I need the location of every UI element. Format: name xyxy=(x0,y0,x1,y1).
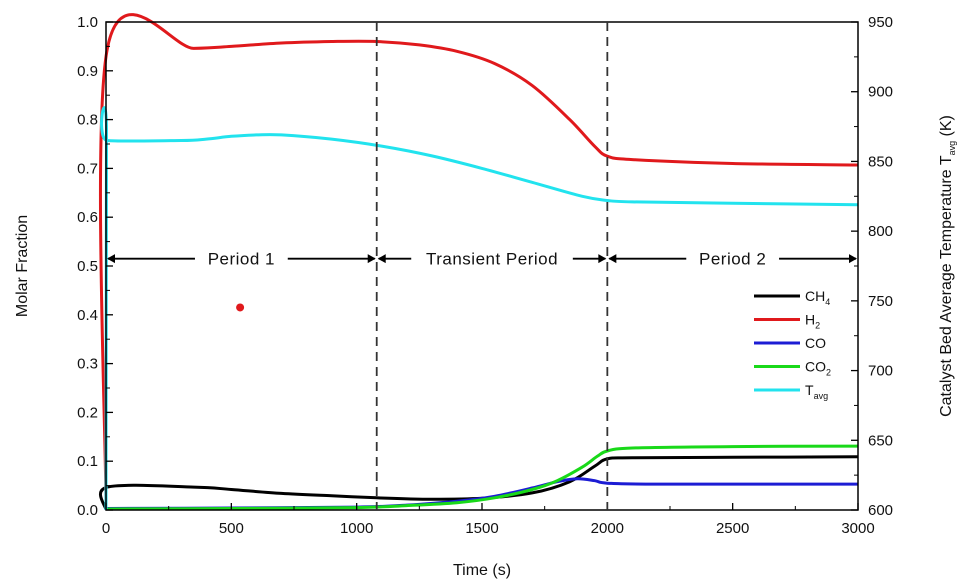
period-arrowhead-right xyxy=(598,254,607,264)
y2-tick-label: 850 xyxy=(868,153,893,170)
y-tick-label: 0.4 xyxy=(77,307,98,324)
series-line-h2 xyxy=(98,13,859,511)
x-tick-label: 1500 xyxy=(465,520,498,537)
y-tick-label: 1.0 xyxy=(77,14,98,31)
x-axis-title: Time (s) xyxy=(453,562,511,579)
series-line-co2 xyxy=(105,444,859,511)
y-tick-label: 0.5 xyxy=(77,258,98,275)
series-line-tavg xyxy=(100,106,859,511)
period-arrowhead-left xyxy=(608,254,617,264)
y-tick-label: 0.6 xyxy=(77,209,98,226)
y-tick-label: 0.7 xyxy=(77,160,98,177)
period-label: Period 1 xyxy=(208,250,275,269)
y2-tick-label: 650 xyxy=(868,432,893,449)
y-axis-title: Molar Fraction xyxy=(14,215,31,317)
legend-label-co: CO xyxy=(805,335,826,351)
period-arrowhead-right xyxy=(849,254,857,264)
y-tick-label: 0.9 xyxy=(77,63,98,80)
legend-label-h2: H2 xyxy=(805,312,820,331)
period-label: Transient Period xyxy=(426,250,558,269)
plot-area: 0 500 1000 1500 2000 2500 3000 0.0 0.1 0.2 0.3 0.4 0… xyxy=(14,13,957,579)
x-tick-label: 1000 xyxy=(340,520,373,537)
x-tick-label: 3000 xyxy=(841,520,874,537)
x-tick-label: 500 xyxy=(219,520,244,537)
legend-label-ch4: CH4 xyxy=(805,288,830,307)
data-marker-dot xyxy=(236,303,245,312)
y2-axis-title: Catalyst Bed Average Temperature Tavg (K… xyxy=(938,115,957,417)
period-arrowhead-right xyxy=(367,254,376,264)
legend-label-co2: CO2 xyxy=(805,359,831,378)
y-tick-label: 0.3 xyxy=(77,356,98,373)
y2-tick-label: 900 xyxy=(868,84,893,101)
y-tick-label: 0.0 xyxy=(77,502,98,519)
x-tick-label: 2000 xyxy=(591,520,624,537)
y-tick-label: 0.1 xyxy=(77,453,98,470)
y2-tick-label: 750 xyxy=(868,293,893,310)
y-tick-label: 0.8 xyxy=(77,112,98,129)
period-arrowhead-left xyxy=(377,254,386,264)
y2-tick-label: 800 xyxy=(868,223,893,240)
x-tick-label: 2500 xyxy=(716,520,749,537)
x-tick-label: 0 xyxy=(102,520,110,537)
period-label: Period 2 xyxy=(699,250,766,269)
legend-label-tavg: Tavg xyxy=(805,382,828,401)
y2-tick-label: 700 xyxy=(868,363,893,380)
period-arrowhead-left xyxy=(107,254,115,264)
y-tick-label: 0.2 xyxy=(77,404,98,421)
y2-tick-label: 950 xyxy=(868,14,893,31)
y2-tick-label: 600 xyxy=(868,502,893,519)
